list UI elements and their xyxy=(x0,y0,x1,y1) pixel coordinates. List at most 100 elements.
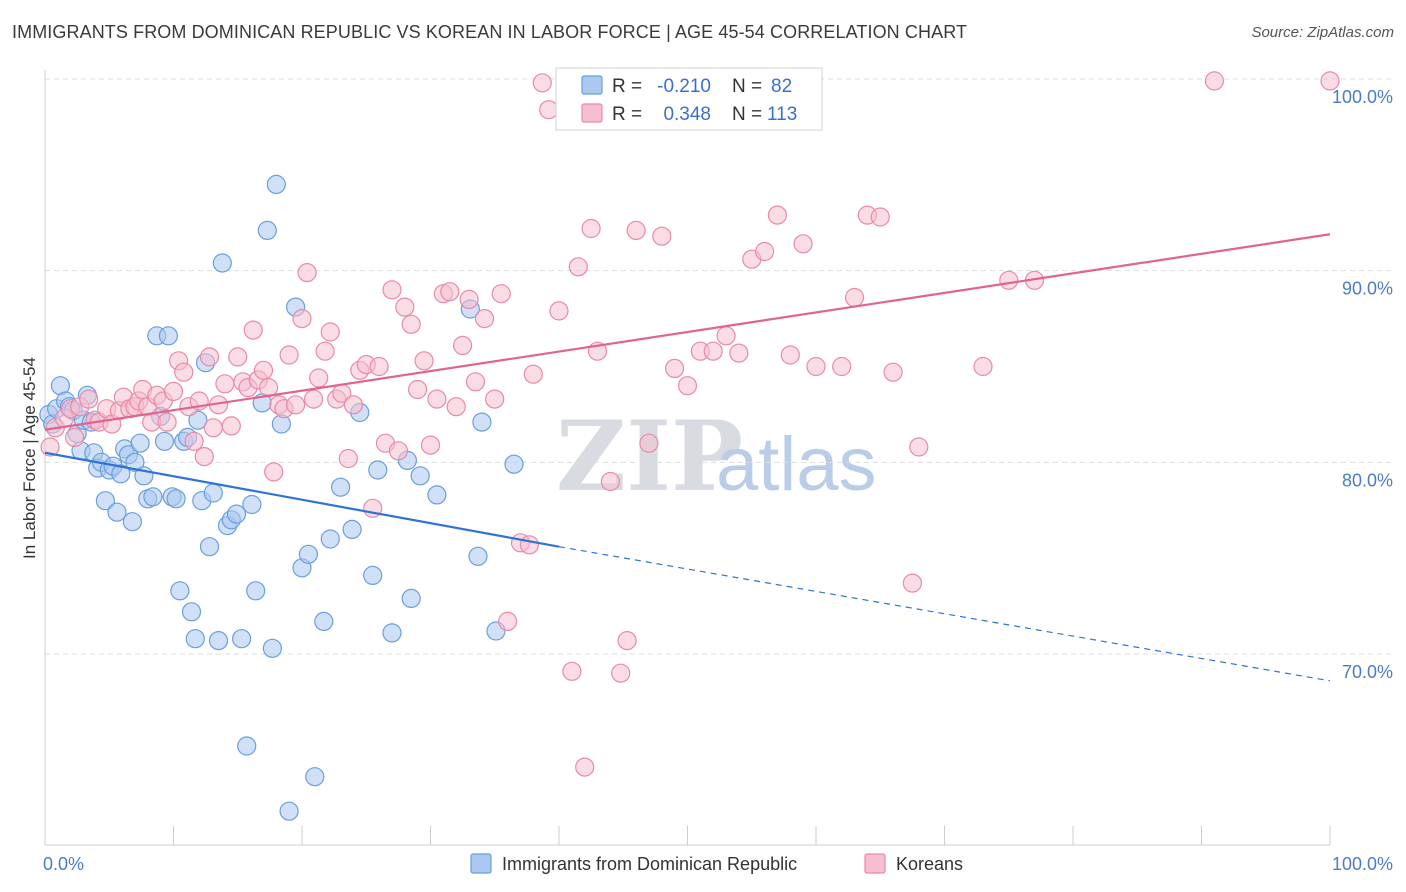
data-point xyxy=(188,410,208,430)
y-tick-label: 90.0% xyxy=(1342,279,1393,299)
data-point xyxy=(639,433,659,453)
legend-swatch-pink xyxy=(581,103,603,123)
data-point xyxy=(368,460,388,480)
data-point xyxy=(130,433,150,453)
legend-r-value-blue: -0.210 xyxy=(657,76,711,97)
data-point xyxy=(562,661,582,681)
data-point xyxy=(729,343,749,363)
data-point xyxy=(262,638,282,658)
data-point xyxy=(292,309,312,329)
data-point xyxy=(902,573,923,593)
data-point xyxy=(226,504,247,524)
data-point xyxy=(793,234,813,254)
x-tick-marks xyxy=(44,826,1331,845)
data-point xyxy=(143,487,163,507)
data-point xyxy=(212,253,232,273)
data-point xyxy=(122,512,142,532)
data-point xyxy=(1320,71,1340,91)
data-point xyxy=(504,454,524,474)
data-point xyxy=(309,368,329,388)
data-point xyxy=(468,546,488,566)
data-point xyxy=(999,270,1019,290)
data-point xyxy=(485,389,505,409)
data-point xyxy=(237,736,257,756)
data-point xyxy=(453,335,473,355)
legend-n-value-pink: 113 xyxy=(767,104,797,125)
data-point xyxy=(716,326,736,346)
data-point xyxy=(446,397,466,417)
data-point xyxy=(185,629,205,649)
bottom-legend-label-pink: Koreans xyxy=(896,854,963,874)
data-point xyxy=(652,226,672,246)
data-point xyxy=(304,389,324,409)
legend-n-label-pink: N = xyxy=(732,104,762,125)
data-point xyxy=(440,282,460,302)
legend-r-label-blue: R = xyxy=(612,76,642,97)
data-point xyxy=(498,611,518,632)
chart-source: Source: ZipAtlas.com xyxy=(1251,24,1394,41)
data-point xyxy=(95,491,116,511)
data-point xyxy=(228,347,248,367)
data-point xyxy=(221,416,241,436)
data-point xyxy=(617,630,637,651)
data-point xyxy=(297,263,317,283)
data-point xyxy=(519,535,540,555)
data-point xyxy=(844,287,865,308)
data-point xyxy=(166,489,186,509)
data-point xyxy=(414,351,434,371)
data-point xyxy=(703,341,723,361)
data-point xyxy=(539,100,559,120)
data-point xyxy=(401,314,421,334)
data-point xyxy=(806,356,826,377)
data-point xyxy=(154,431,175,451)
data-point xyxy=(870,207,890,227)
data-point xyxy=(883,362,903,382)
data-point xyxy=(253,360,274,380)
data-point xyxy=(459,289,479,309)
series-legend: Immigrants from Dominican Republic Korea… xyxy=(470,853,963,874)
data-point xyxy=(780,345,800,365)
data-point xyxy=(174,362,194,382)
data-point xyxy=(243,320,263,340)
data-point xyxy=(298,544,318,564)
data-point xyxy=(215,374,235,394)
data-point xyxy=(125,452,145,472)
watermark-zip: ZIP xyxy=(556,400,743,513)
data-point xyxy=(549,301,569,321)
data-point xyxy=(626,220,646,240)
data-point xyxy=(203,418,223,438)
trend-line-dominican-republic xyxy=(44,451,560,548)
watermark-atlas: atlas xyxy=(716,422,877,507)
data-point xyxy=(832,356,852,377)
data-point xyxy=(568,257,588,277)
chart-title: IMMIGRANTS FROM DOMINICAN REPUBLIC VS KO… xyxy=(12,22,968,42)
bottom-legend-swatch-blue xyxy=(470,853,492,874)
data-point xyxy=(338,448,358,469)
legend-r-value-pink: 0.348 xyxy=(663,104,711,125)
correlation-legend: R = -0.210 N = 82 R = 0.348 N = 113 xyxy=(555,67,823,131)
data-point xyxy=(532,73,552,93)
y-tick-label: 70.0% xyxy=(1342,662,1393,682)
data-point xyxy=(754,241,775,262)
data-point xyxy=(664,358,685,378)
data-point xyxy=(388,441,408,461)
data-point xyxy=(369,356,389,377)
data-point xyxy=(472,412,492,432)
bottom-legend-label-blue: Immigrants from Dominican Republic xyxy=(502,854,797,874)
data-point xyxy=(395,297,415,317)
y-axis-title: In Labor Force | Age 45-54 xyxy=(20,357,39,559)
data-point xyxy=(581,218,601,239)
data-point xyxy=(264,462,284,482)
grid xyxy=(45,78,1392,655)
data-point xyxy=(363,565,383,586)
data-point xyxy=(382,280,402,300)
data-point xyxy=(677,376,698,396)
data-point xyxy=(232,629,252,649)
data-point xyxy=(279,801,299,821)
data-point xyxy=(314,611,334,632)
data-point xyxy=(474,309,495,329)
data-point xyxy=(427,389,447,409)
trend-line-dominican-republic-extension xyxy=(558,546,1331,682)
data-point xyxy=(305,767,325,787)
